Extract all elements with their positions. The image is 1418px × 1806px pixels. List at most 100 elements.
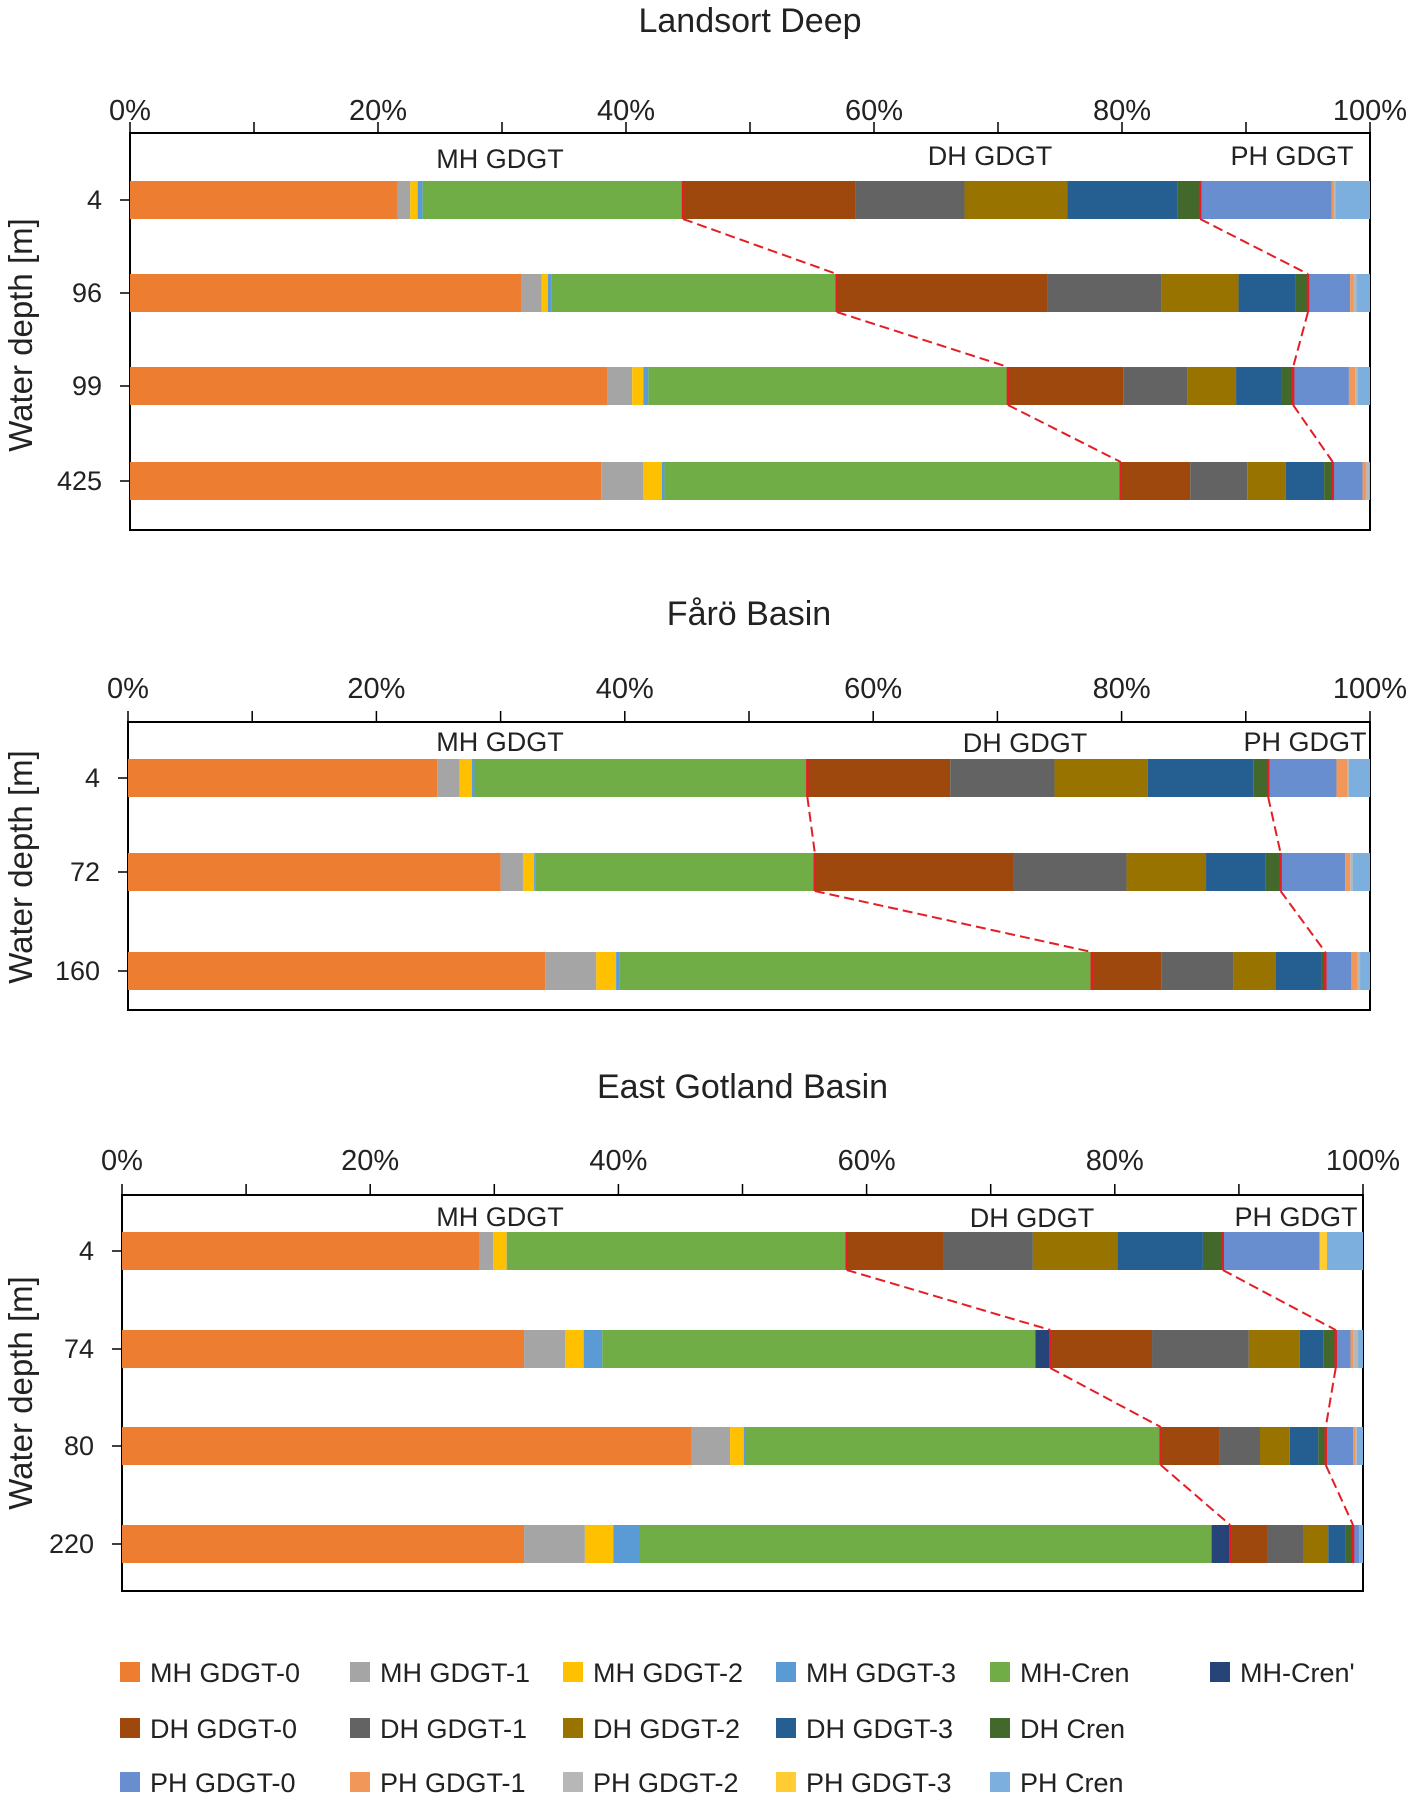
- bar-segment-dh-gdgt-2: [1233, 952, 1276, 990]
- y-axis-label: Water depth [m]: [2, 750, 39, 984]
- group-label: MH GDGT: [436, 1202, 564, 1232]
- legend-label: DH GDGT-0: [150, 1714, 297, 1744]
- bar-segment-mh-gdgt-1: [607, 367, 633, 405]
- bar-segment-ph-gdgt-2: [1355, 1427, 1357, 1465]
- legend-label: MH GDGT-0: [150, 1658, 300, 1688]
- bar-segment-ph-gdgt-0: [1200, 181, 1332, 219]
- legend-label: PH GDGT-1: [380, 1768, 526, 1798]
- bar-segment-mh-gdgt-3: [583, 1330, 603, 1368]
- bar-segment-mh-gdgt-0: [122, 1427, 692, 1465]
- bar-segment-dh-cren: [1177, 181, 1201, 219]
- legend-item: DH GDGT-0: [120, 1714, 297, 1744]
- legend-swatch: [350, 1662, 370, 1682]
- bar-segment-dh-gdgt-3: [1117, 1232, 1203, 1270]
- legend-label: MH-Cren': [1240, 1658, 1355, 1688]
- bar-segment-dh-gdgt-0: [1120, 462, 1191, 500]
- bar-segment-mh-cren: [639, 1525, 1212, 1563]
- chart-title: Fårö Basin: [667, 595, 831, 633]
- x-tick-label: 100%: [1333, 673, 1407, 705]
- bar-segment-dh-cren: [1321, 952, 1326, 990]
- legend-label: MH-Cren: [1020, 1658, 1130, 1688]
- x-tick-label: 40%: [596, 673, 654, 705]
- bar-segment-dh-cren: [1324, 462, 1333, 500]
- x-tick-label: 0%: [107, 673, 149, 705]
- bar-segment-mh-cren: [551, 274, 837, 312]
- chart-title: Landsort Deep: [638, 2, 861, 40]
- legend-swatch: [120, 1772, 140, 1792]
- group-label: PH GDGT: [1230, 141, 1353, 171]
- y-axis-label: Water depth [m]: [2, 218, 39, 452]
- bar-segment-dh-gdgt-3: [1067, 181, 1178, 219]
- bar-segment-mh-gdgt-3: [613, 1525, 640, 1563]
- bar-segment-ph-cren: [1327, 1232, 1363, 1270]
- y-category-label: 4: [87, 185, 102, 215]
- bar-segment-ph-gdgt-2: [1350, 853, 1353, 891]
- legend-swatch: [563, 1718, 583, 1738]
- bar-segment-mh-gdgt-1: [437, 759, 460, 797]
- legend-swatch: [990, 1662, 1010, 1682]
- legend-swatch: [350, 1718, 370, 1738]
- bar-segment-dh-gdgt-3: [1236, 367, 1282, 405]
- bar-segment-mh-gdgt-3: [534, 853, 536, 891]
- dh-boundary-connector: [1199, 218, 1309, 275]
- bar-segment-dh-gdgt-0: [846, 1232, 944, 1270]
- group-label: DH GDGT: [928, 141, 1053, 171]
- bar-segment-ph-gdgt-1: [1350, 274, 1354, 312]
- bar-segment-mh-cren: [422, 181, 684, 219]
- bar-segment-ph-cren: [1356, 1427, 1363, 1465]
- bar-segment-mh-cren-: [1211, 1525, 1231, 1563]
- bar-segment-dh-gdgt-2: [1259, 1427, 1290, 1465]
- bar-segment-mh-gdgt-3: [472, 759, 475, 797]
- bar-segment-mh-gdgt-2: [459, 759, 473, 797]
- bar-segment-dh-gdgt-2: [1126, 853, 1207, 891]
- bar-segment-mh-gdgt-3: [743, 1427, 745, 1465]
- group-label: MH GDGT: [436, 727, 564, 757]
- bar-segment-dh-gdgt-1: [1047, 274, 1162, 312]
- bar-segment-dh-gdgt-3: [1238, 274, 1296, 312]
- mh-boundary-connector: [1007, 404, 1122, 463]
- legend-label: DH Cren: [1020, 1714, 1125, 1744]
- legend-swatch: [120, 1662, 140, 1682]
- x-tick-label: 20%: [341, 1145, 399, 1177]
- bar-segment-ph-cren: [1358, 1330, 1363, 1368]
- group-label: DH GDGT: [963, 728, 1088, 758]
- legend-item: DH GDGT-3: [776, 1714, 953, 1744]
- bar-segment-mh-gdgt-1: [691, 1427, 731, 1465]
- bar-segment-mh-cren: [744, 1427, 1161, 1465]
- chart-panel-2: Fårö Basin 0% 20% 40% 60% 80% 100% Water depth …: [2, 595, 1407, 1011]
- dh-boundary-connector: [1222, 1269, 1337, 1331]
- x-tick-label: 20%: [349, 95, 407, 127]
- bar-segment-dh-gdgt-3: [1147, 759, 1254, 797]
- bar-segment-mh-gdgt-1: [521, 274, 542, 312]
- legend-label: DH GDGT-1: [380, 1714, 527, 1744]
- mh-boundary-connector: [1049, 1367, 1162, 1428]
- bar-segment-dh-gdgt-2: [1032, 1232, 1118, 1270]
- bar-segment-ph-gdgt-0: [1335, 1330, 1351, 1368]
- bar-segment-ph-gdgt-1: [1350, 1330, 1354, 1368]
- bar-segment-ph-gdgt-1: [1348, 367, 1356, 405]
- x-tick-label: 80%: [1086, 1145, 1144, 1177]
- bar-segment-dh-cren: [1295, 274, 1308, 312]
- bar-segment-dh-gdgt-3: [1285, 462, 1325, 500]
- bar-segment-mh-gdgt-2: [632, 367, 644, 405]
- bar-segment-mh-gdgt-3: [616, 952, 620, 990]
- bar-segment-mh-gdgt-1: [601, 462, 644, 500]
- chart-title: East Gotland Basin: [597, 1068, 888, 1106]
- bar-segment-ph-cren: [1348, 759, 1370, 797]
- bar-segment-dh-gdgt-1: [1123, 367, 1188, 405]
- legend-label: PH GDGT-2: [593, 1768, 739, 1798]
- bar-segment-mh-gdgt-3: [547, 274, 552, 312]
- legend-item: DH GDGT-1: [350, 1714, 527, 1744]
- bar-segment-ph-gdgt-0: [1353, 1525, 1360, 1563]
- x-tick-label: 60%: [845, 95, 903, 127]
- bar-segment-mh-gdgt-2: [565, 1330, 584, 1368]
- y-category-label: 96: [72, 278, 102, 308]
- bar-segment-dh-gdgt-1: [1013, 853, 1127, 891]
- bar-segment-dh-gdgt-3: [1299, 1330, 1324, 1368]
- bar-segment-dh-gdgt-3: [1328, 1525, 1346, 1563]
- bar-segment-ph-cren: [1368, 462, 1370, 500]
- legend-label: MH GDGT-1: [380, 1658, 530, 1688]
- bar-segment-mh-gdgt-2: [493, 1232, 507, 1270]
- chart-panel-3: East Gotland Basin 0% 20% 40% 60% 80% 100% Wate…: [2, 1068, 1400, 1592]
